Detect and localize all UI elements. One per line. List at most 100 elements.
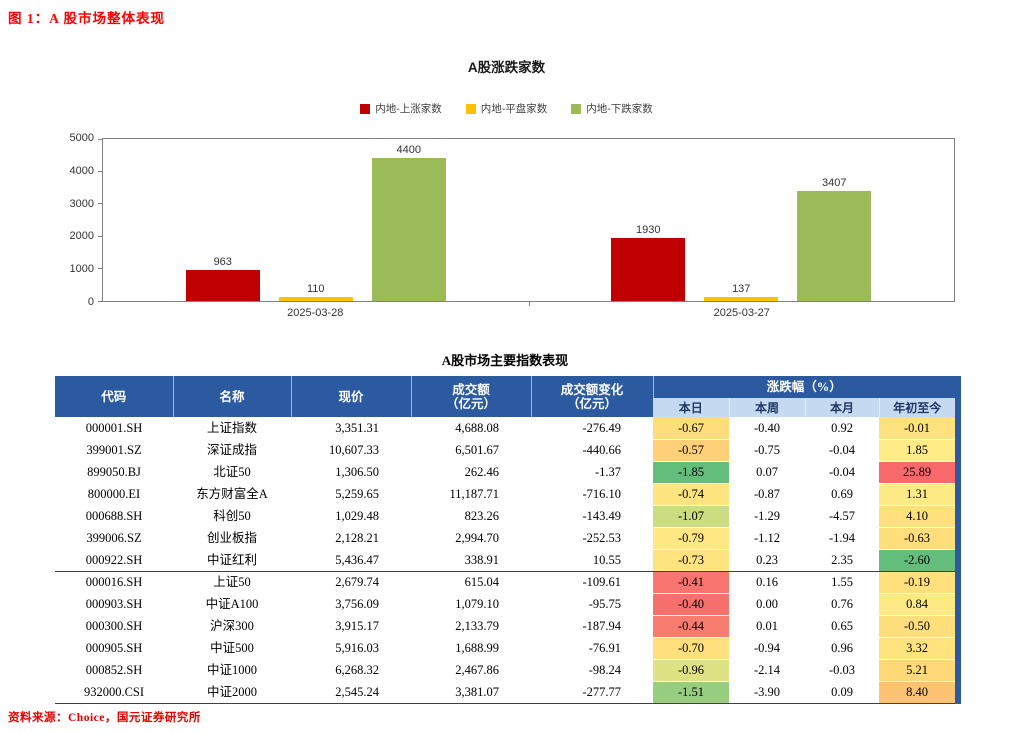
cell-chg-ytd: 0.84	[879, 593, 956, 616]
cell-name: 科创50	[173, 505, 291, 528]
bar	[611, 238, 686, 301]
bar	[704, 296, 779, 301]
cell-chg-month: -1.94	[805, 527, 879, 550]
cell-price: 6,268.32	[291, 659, 411, 682]
col-header-turnover: 成交额 （亿元）	[410, 376, 531, 417]
bar-内地-下跌家数: 4400	[371, 139, 446, 301]
cell-chg-week: -1.29	[729, 505, 805, 528]
cell-chg-ytd: -0.19	[879, 571, 956, 594]
col-header-month: 本月	[804, 398, 879, 417]
table-subheader-row: 本日 本周 本月 年初至今	[55, 398, 956, 417]
col-header-turnover-change: 成交额变化 （亿元）	[530, 376, 653, 417]
table-row: 800000.EI 东方财富全A 5,259.65 11,187.71 -716.10-…	[55, 483, 956, 506]
cell-chg-day: -0.41	[653, 571, 729, 594]
cell-name: 上证指数	[173, 417, 291, 440]
cell-chg-day: -0.73	[653, 549, 729, 572]
index-performance-table-wrap: 代码 名称 现价 成交额 （亿元） 成交额变化 （亿元） 涨跌幅（%） 本日 本…	[55, 376, 961, 704]
cell-chg-month: 2.35	[805, 549, 879, 572]
cell-turnover-change: -252.53	[531, 527, 653, 550]
cell-name: 深证成指	[173, 439, 291, 462]
cell-code: 000300.SH	[55, 615, 173, 638]
bar	[185, 269, 260, 301]
cell-name: 创业板指	[173, 527, 291, 550]
table-row: 899050.BJ 北证50 1,306.50 262.46 -1.37 -1.85 0.0…	[55, 461, 956, 484]
cell-name: 中证A100	[173, 593, 291, 616]
legend-item: 内地-平盘家数	[465, 101, 547, 116]
cell-turnover: 1,079.10	[411, 593, 531, 616]
cell-turnover: 2,467.86	[411, 659, 531, 682]
cell-price: 3,351.31	[291, 417, 411, 440]
cell-name: 中证红利	[173, 549, 291, 572]
cell-code: 000016.SH	[55, 571, 173, 594]
cell-code: 000903.SH	[55, 593, 173, 616]
col-header-ytd: 年初至今	[878, 398, 956, 417]
bar-value-label: 110	[306, 283, 325, 296]
cell-chg-month: -0.03	[805, 659, 879, 682]
y-axis-tick	[98, 138, 103, 140]
cell-chg-week: -0.75	[729, 439, 805, 462]
cell-turnover: 2,133.79	[411, 615, 531, 638]
cell-chg-month: 0.65	[805, 615, 879, 638]
bar-group: 1930 137 3407	[529, 139, 955, 301]
chart-title: A股涨跌家数	[467, 60, 546, 75]
cell-price: 3,915.17	[291, 615, 411, 638]
cell-price: 1,306.50	[291, 461, 411, 484]
bar-内地-平盘家数: 137	[704, 139, 779, 301]
table-row: 000688.SH 科创50 1,029.48 823.26 -143.49 -1.07-…	[55, 505, 956, 528]
cell-chg-week: -0.94	[729, 637, 805, 660]
cell-chg-day: -0.79	[653, 527, 729, 550]
legend-label: 内地-下跌家数	[586, 103, 653, 115]
table-header-row: 代码 名称 现价 成交额 （亿元） 成交额变化 （亿元） 涨跌幅（%）	[55, 376, 956, 417]
legend-swatch-icon	[571, 103, 582, 114]
cell-name: 中证1000	[173, 659, 291, 682]
y-axis-tick-label: 3000	[69, 197, 94, 210]
cell-chg-month: 0.96	[805, 637, 879, 660]
y-axis-tick-label: 1000	[69, 263, 94, 276]
y-axis-tick	[98, 300, 103, 302]
x-axis-label: 2025-03-27	[713, 307, 770, 319]
legend-label: 内地-上涨家数	[375, 103, 442, 115]
cell-chg-ytd: 8.40	[879, 681, 956, 704]
cell-chg-ytd: 5.21	[879, 659, 956, 682]
y-axis-tick	[98, 203, 103, 205]
cell-chg-ytd: -2.60	[879, 549, 956, 572]
cell-price: 2,679.74	[291, 571, 411, 594]
cell-chg-ytd: -0.50	[879, 615, 956, 638]
col-header-week: 本周	[728, 398, 805, 417]
cell-chg-day: -0.67	[653, 417, 729, 440]
cell-chg-month: -0.04	[805, 439, 879, 462]
cell-chg-month: 0.76	[805, 593, 879, 616]
cell-code: 800000.EI	[55, 483, 173, 506]
cell-chg-ytd: -0.63	[879, 527, 956, 550]
source-note: 资料来源：Choice，国元证券研究所	[8, 712, 201, 724]
legend-item: 内地-上涨家数	[360, 101, 442, 116]
cell-chg-day: -0.70	[653, 637, 729, 660]
bar-内地-下跌家数: 3407	[797, 139, 872, 301]
cell-chg-day: -1.85	[653, 461, 729, 484]
table-row: 000016.SH 上证50 2,679.74 615.04 -109.61 -0.41 0…	[55, 571, 956, 594]
table-row: 000852.SH 中证1000 6,268.32 2,467.86 -98.24 -0.…	[55, 659, 956, 682]
y-axis: 0 1000 2000 3000 4000 5000	[58, 132, 102, 308]
table-row: 000903.SH 中证A100 3,756.09 1,079.10 -95.75 -0.…	[55, 593, 956, 616]
table-title: A股市场主要指数表现	[441, 353, 569, 368]
table-row: 932000.CSI 中证2000 2,545.24 3,381.07 -277.77-…	[55, 681, 956, 704]
cell-code: 000001.SH	[55, 417, 173, 440]
cell-chg-ytd: 1.85	[879, 439, 956, 462]
cell-chg-week: -0.40	[729, 417, 805, 440]
cell-turnover: 3,381.07	[411, 681, 531, 704]
chart-plot-row: 0 1000 2000 3000 4000 5000 963 110 4400 1930 137 3…	[58, 132, 955, 308]
cell-code: 000922.SH	[55, 549, 173, 572]
cell-code: 399001.SZ	[55, 439, 173, 462]
cell-price: 3,756.09	[291, 593, 411, 616]
cell-turnover: 4,688.08	[411, 417, 531, 440]
cell-turnover: 262.46	[411, 461, 531, 484]
cell-chg-ytd: 25.89	[879, 461, 956, 484]
bar-value-label: 1930	[636, 224, 661, 237]
col-header-code: 代码	[55, 376, 173, 417]
cell-price: 10,607.33	[291, 439, 411, 462]
cell-chg-day: -0.96	[653, 659, 729, 682]
cell-chg-week: 0.07	[729, 461, 805, 484]
y-axis-tick	[98, 170, 103, 172]
cell-code: 899050.BJ	[55, 461, 173, 484]
cell-chg-month: 1.55	[805, 571, 879, 594]
